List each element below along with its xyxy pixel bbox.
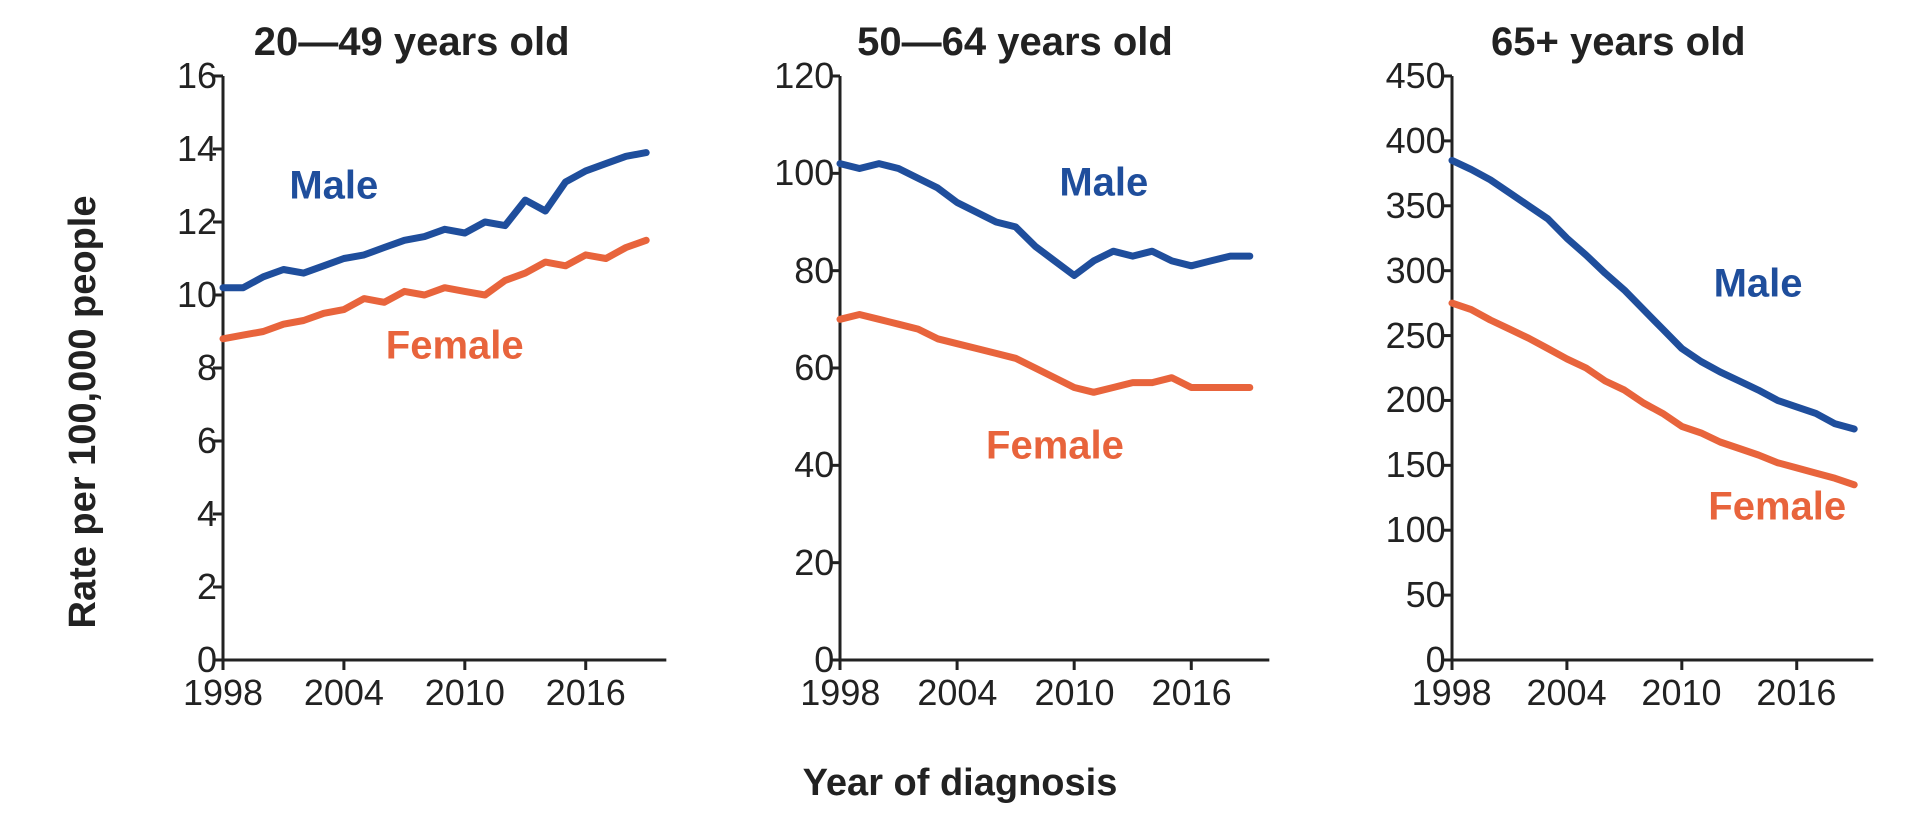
series-label-male: Male (1714, 261, 1803, 306)
ytick-label: 80 (794, 250, 840, 292)
ytick-label: 400 (1386, 120, 1452, 162)
xtick-label: 2016 (546, 672, 626, 714)
series-line-female (1452, 303, 1854, 485)
figure: Rate per 100,000 people Year of diagnosi… (0, 0, 1920, 823)
ytick-label: 4 (197, 493, 223, 535)
plot-svg (840, 76, 1269, 660)
plot-area: 02468101214161998200420102016MaleFemale (223, 76, 666, 660)
series-line-male (223, 153, 646, 288)
plot-svg (1452, 76, 1873, 660)
panel-age-20-49: 20—49 years old0246810121416199820042010… (145, 20, 678, 720)
panel-title: 50—64 years old (857, 20, 1173, 65)
xtick-label: 2016 (1152, 672, 1232, 714)
series-label-female: Female (386, 324, 524, 369)
series-line-female (840, 315, 1250, 393)
ytick-label: 300 (1386, 250, 1452, 292)
xtick-label: 2004 (1527, 672, 1607, 714)
panel-title: 65+ years old (1491, 20, 1746, 65)
ytick-label: 450 (1386, 55, 1452, 97)
xtick-label: 1998 (183, 672, 263, 714)
panels-row: 20—49 years old0246810121416199820042010… (145, 20, 1885, 720)
series-label-male: Male (289, 163, 378, 208)
ytick-label: 60 (794, 347, 840, 389)
ytick-label: 50 (1406, 574, 1452, 616)
series-line-male (840, 164, 1250, 276)
ytick-label: 100 (774, 152, 840, 194)
panel-title: 20—49 years old (254, 20, 570, 65)
xtick-label: 2010 (425, 672, 505, 714)
xtick-label: 2004 (917, 672, 997, 714)
y-axis-label: Rate per 100,000 people (62, 195, 105, 628)
ytick-label: 14 (177, 128, 223, 170)
ytick-label: 6 (197, 420, 223, 462)
series-label-male: Male (1059, 161, 1148, 206)
ytick-label: 8 (197, 347, 223, 389)
ytick-label: 250 (1386, 315, 1452, 357)
series-label-female: Female (1708, 484, 1846, 529)
plot-area: 0204060801001201998200420102016MaleFemal… (840, 76, 1269, 660)
xtick-label: 2016 (1756, 672, 1836, 714)
ytick-label: 20 (794, 542, 840, 584)
ytick-label: 200 (1386, 379, 1452, 421)
xtick-label: 2004 (304, 672, 384, 714)
ytick-label: 150 (1386, 444, 1452, 486)
series-label-female: Female (986, 423, 1124, 468)
ytick-label: 40 (794, 444, 840, 486)
xtick-label: 2010 (1034, 672, 1114, 714)
ytick-label: 2 (197, 566, 223, 608)
plot-area: 0501001502002503003504004501998200420102… (1452, 76, 1873, 660)
panel-age-50-64: 50—64 years old 0204060801001201998200420… (748, 20, 1281, 720)
ytick-label: 350 (1386, 185, 1452, 227)
ytick-label: 12 (177, 201, 223, 243)
xtick-label: 1998 (1412, 672, 1492, 714)
xtick-label: 1998 (800, 672, 880, 714)
ytick-label: 100 (1386, 509, 1452, 551)
ytick-label: 10 (177, 274, 223, 316)
x-axis-label: Year of diagnosis (803, 762, 1118, 805)
panel-age-65-plus: 65+ years old 050100150200250300350400450… (1352, 20, 1885, 720)
ytick-label: 16 (177, 55, 223, 97)
ytick-label: 120 (774, 55, 840, 97)
xtick-label: 2010 (1641, 672, 1721, 714)
